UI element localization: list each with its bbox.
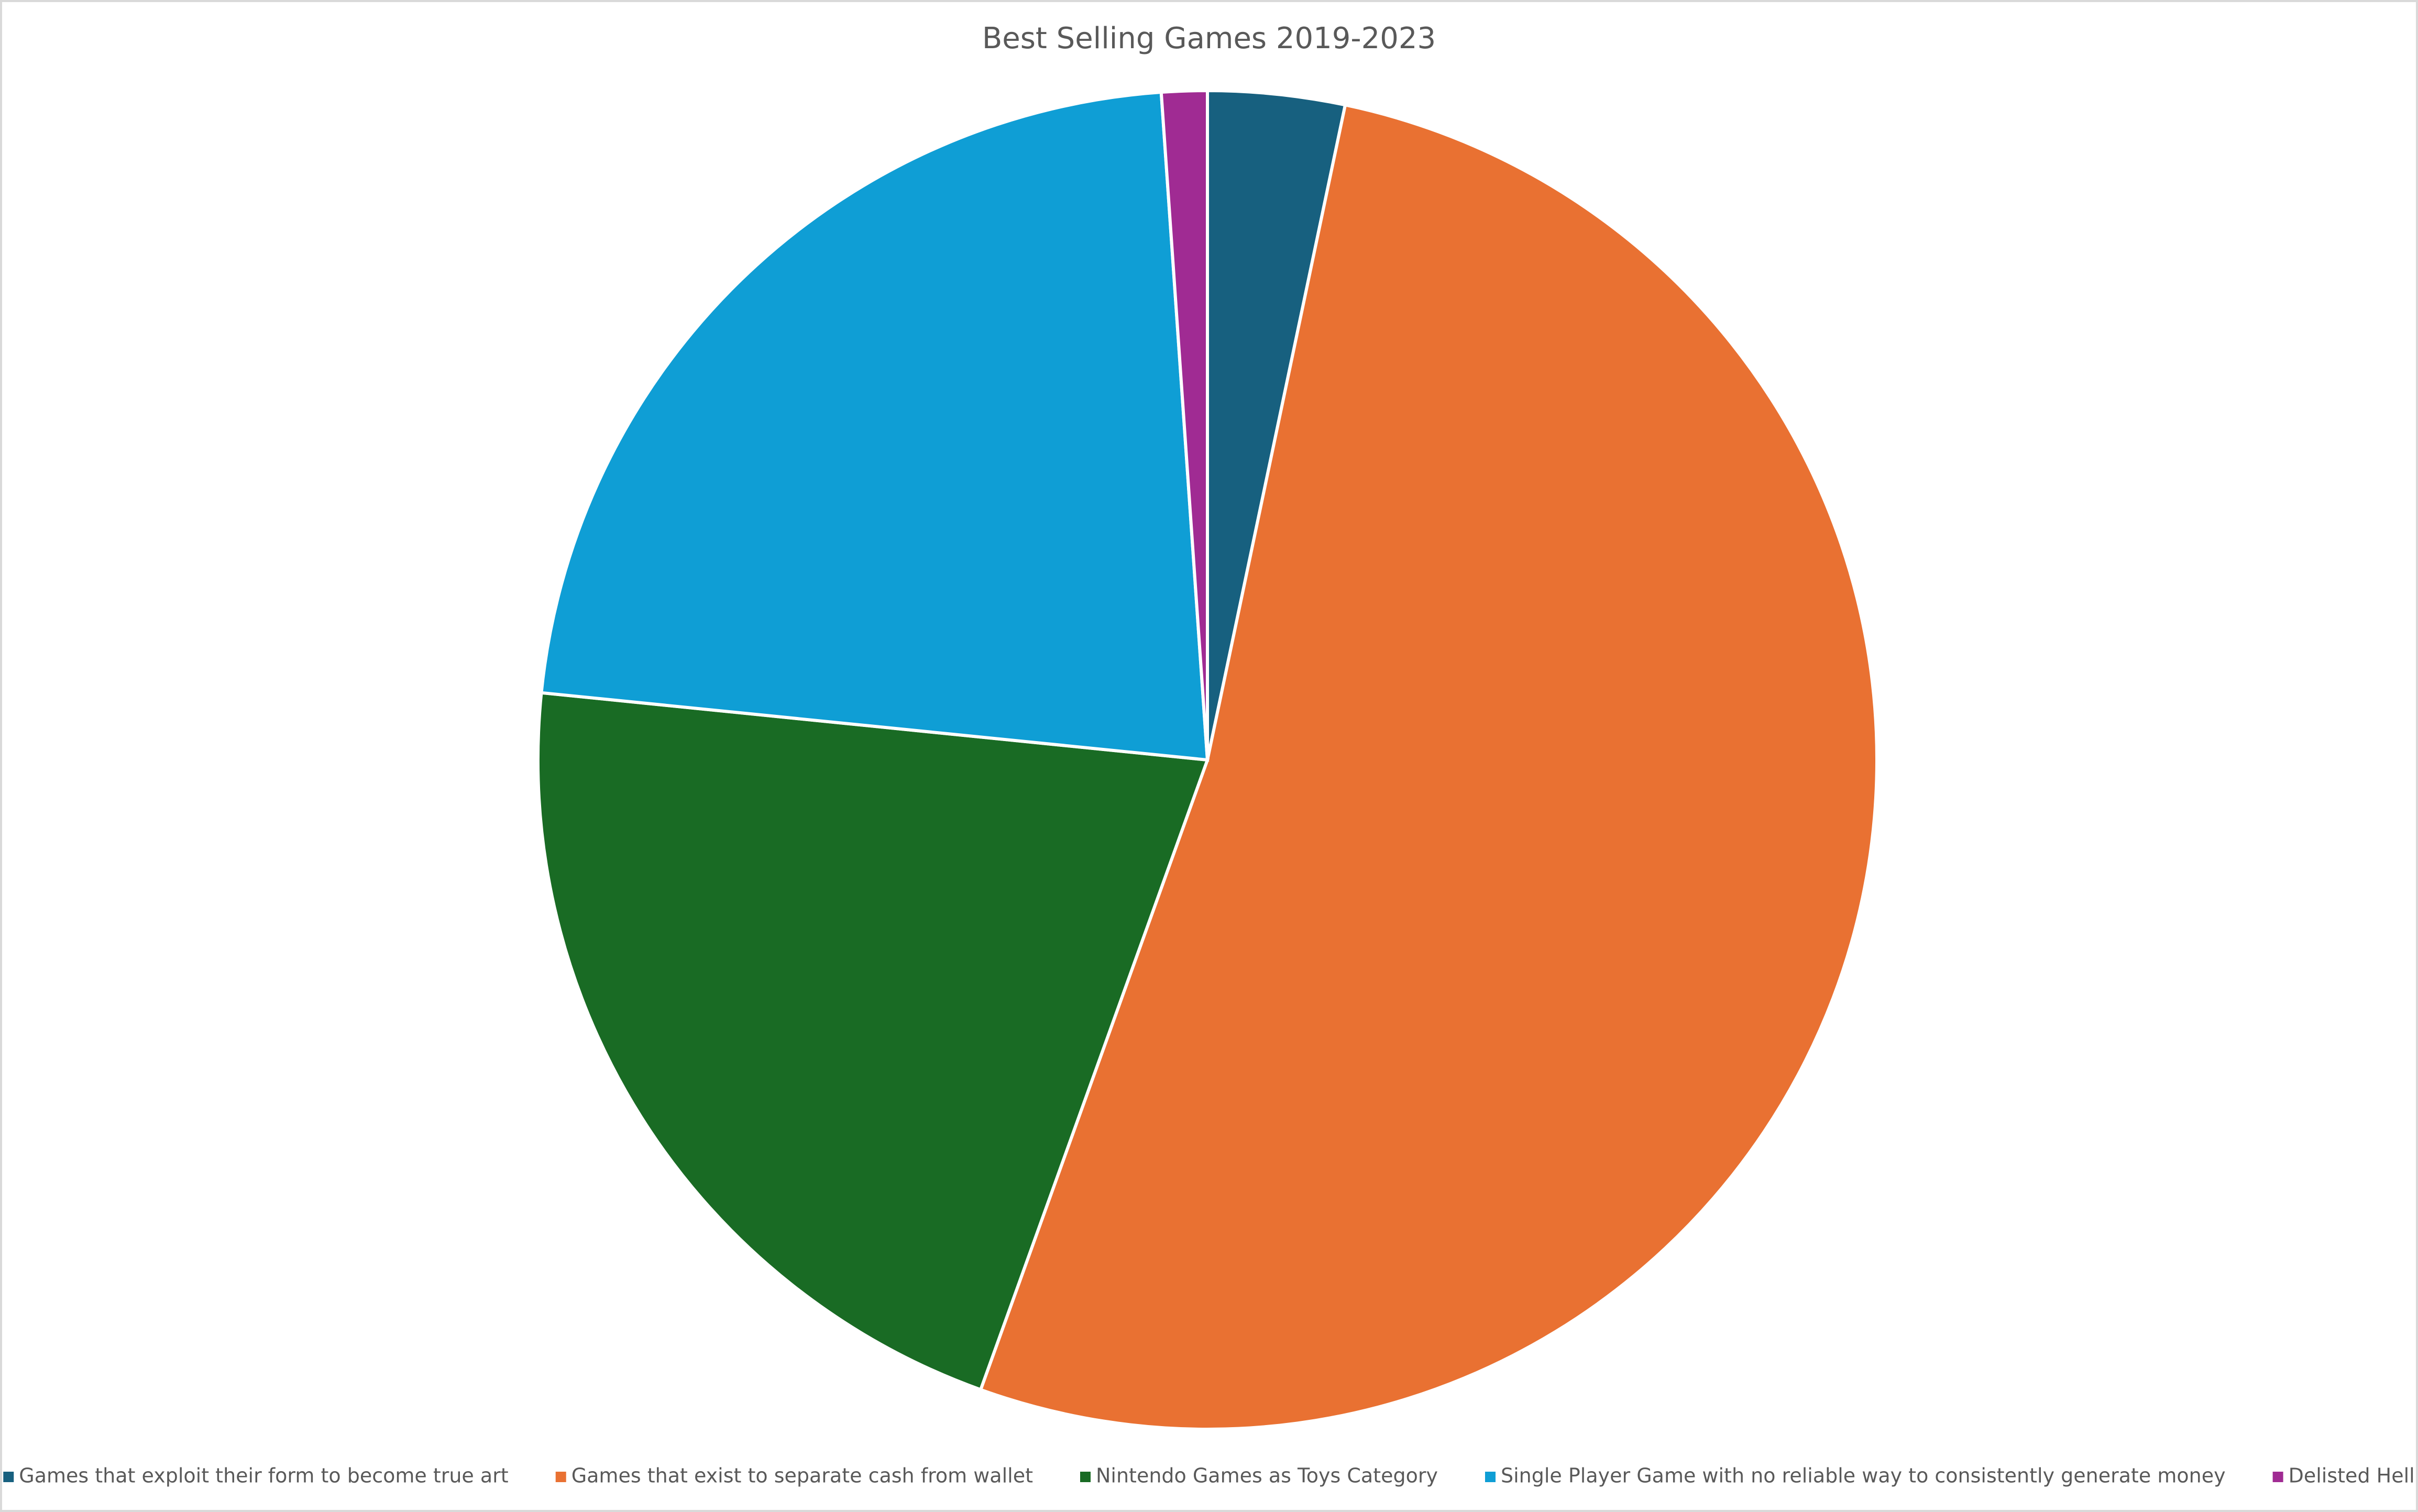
pie-slice [540,90,1210,762]
legend-label: Games that exploit their form to become … [19,1464,508,1487]
legend-label: Single Player Game with no reliable way … [1501,1464,2226,1487]
chart-title: Best Selling Games 2019-2023 [982,21,1436,56]
legend-marker [1080,1472,1091,1482]
legend-marker [1485,1472,1496,1482]
legend-marker [2272,1472,2283,1482]
pie-slice [1159,89,1209,760]
pie-slice [536,691,1210,1392]
legend-label: Nintendo Games as Toys Category [1096,1464,1438,1487]
legend-label: Delisted Hell [2289,1464,2415,1487]
legend-marker [3,1472,14,1482]
pie-slice [979,103,1878,1431]
legend-marker [555,1472,566,1482]
legend-label: Games that exist to separate cash from w… [571,1464,1033,1487]
